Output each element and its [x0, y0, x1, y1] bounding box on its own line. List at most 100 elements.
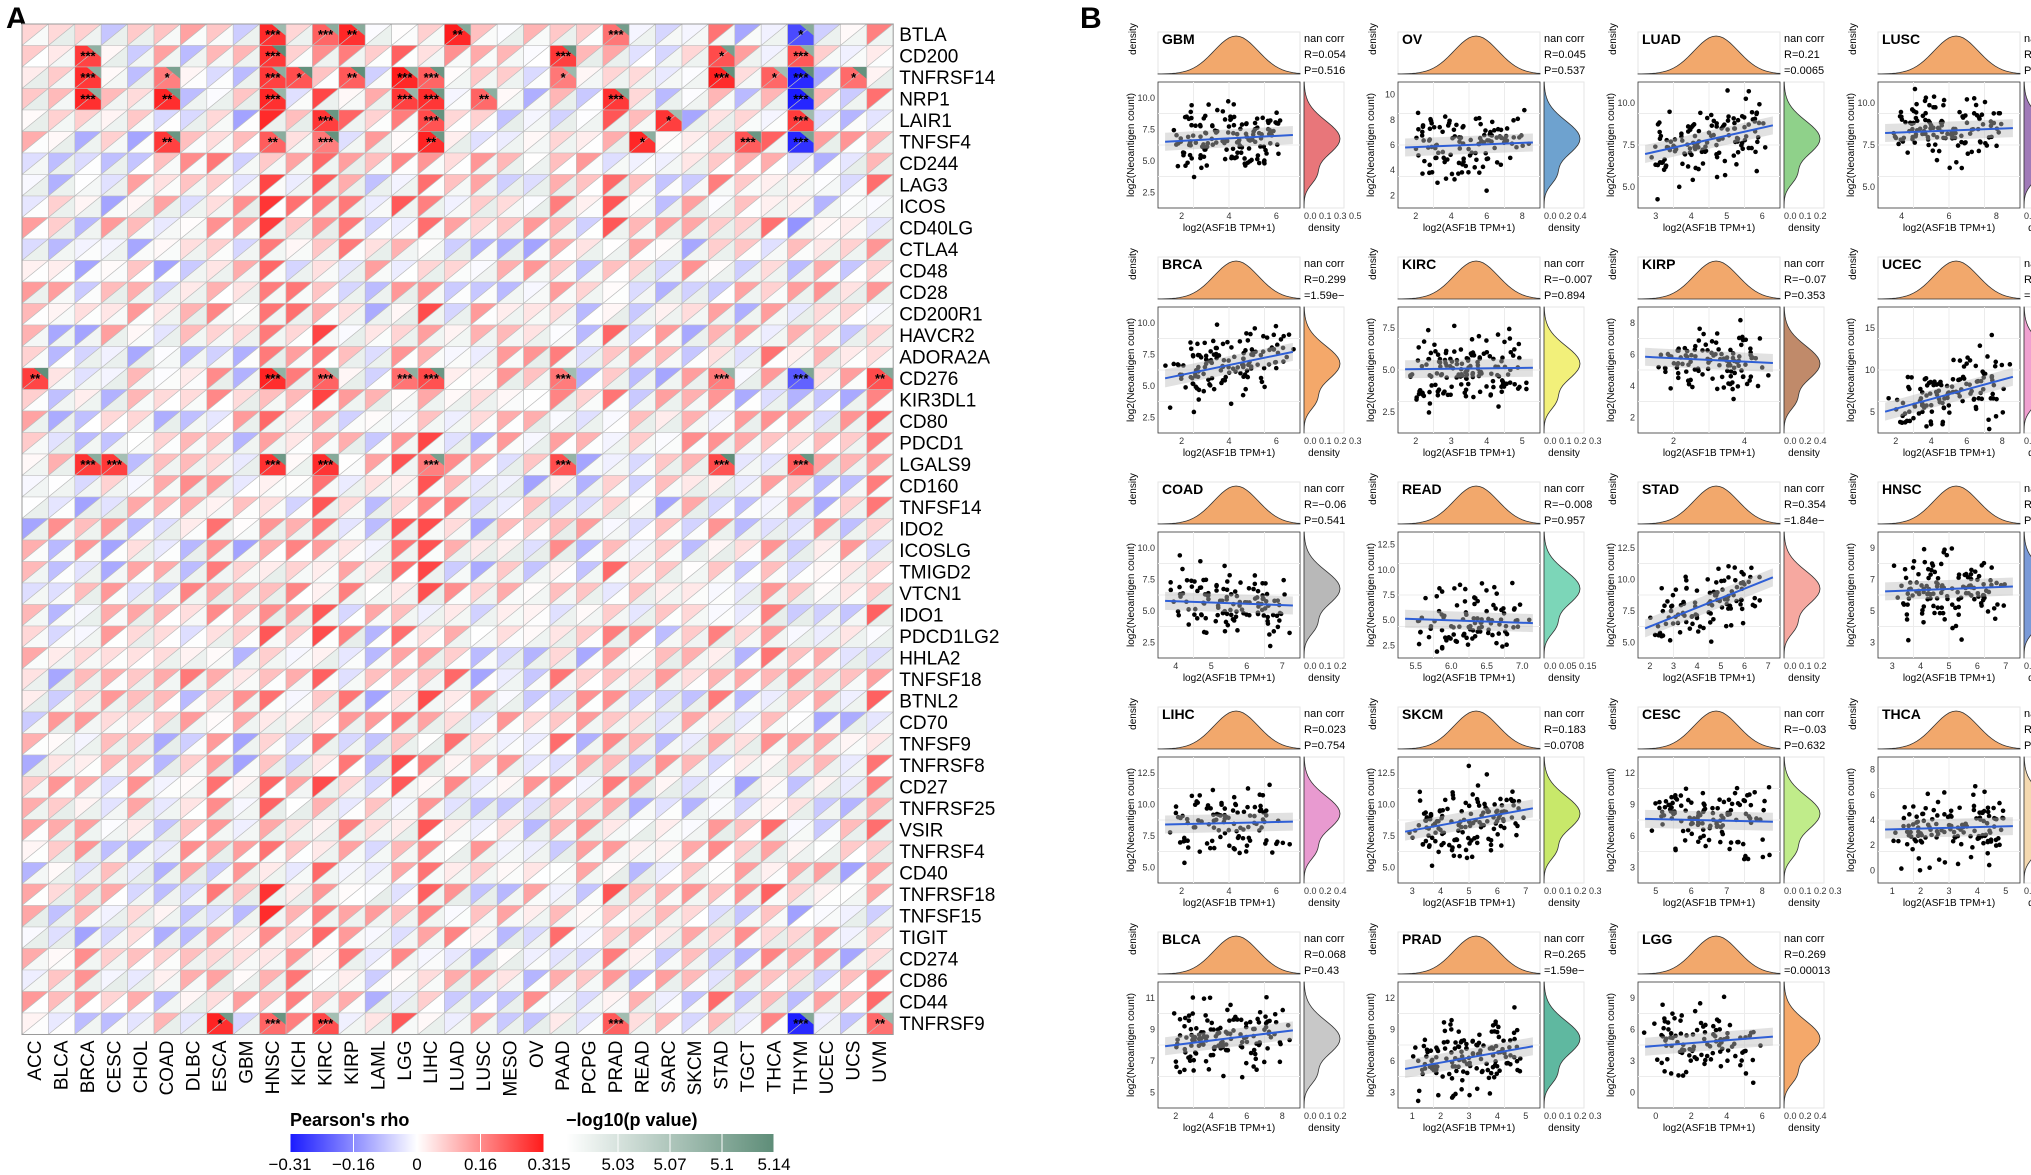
heatmap-cell	[654, 388, 683, 412]
heatmap-cell	[654, 281, 683, 305]
heatmap-cell	[100, 775, 129, 799]
heatmap-cell	[21, 152, 50, 176]
heatmap-cell	[733, 66, 763, 90]
heatmap-cell	[179, 689, 208, 713]
heatmap-cell	[232, 646, 261, 670]
significance-stars: ***	[318, 113, 334, 128]
heatmap-cell	[390, 539, 419, 563]
heatmap-cell	[337, 367, 367, 391]
heatmap-cell	[100, 689, 129, 713]
heatmap-cell	[496, 517, 525, 541]
heatmap-cell	[628, 582, 657, 606]
heatmap-cell	[417, 173, 446, 197]
heatmap-cell: ***	[390, 87, 419, 111]
heatmap-cell	[21, 625, 50, 649]
heatmap-cell	[21, 711, 50, 735]
heatmap-cell	[390, 668, 419, 692]
heatmap-cell	[839, 345, 868, 369]
heatmap-cell	[311, 302, 340, 326]
heatmap-cell	[443, 281, 472, 305]
heatmap-cell	[469, 904, 499, 928]
heatmap-cell	[285, 44, 314, 68]
heatmap-cell	[865, 840, 895, 864]
heatmap-cell	[73, 711, 103, 735]
heatmap-cell	[100, 216, 129, 240]
heatmap-cell	[390, 689, 419, 713]
heatmap-cell	[337, 668, 367, 692]
heatmap-cell	[100, 517, 129, 541]
heatmap-cell	[707, 775, 736, 799]
heatmap-cell: ***	[417, 453, 446, 477]
heatmap-cell	[813, 646, 842, 670]
heatmap-cell	[733, 324, 763, 348]
heatmap-cell	[364, 216, 393, 240]
heatmap-cell	[285, 861, 314, 885]
heatmap-cell	[100, 754, 129, 778]
heatmap-cell	[232, 861, 261, 885]
heatmap-cell	[21, 861, 50, 885]
cancer-label: THYM	[791, 1041, 812, 1095]
heatmap-cell	[575, 152, 604, 176]
heatmap-cell	[469, 410, 499, 434]
gene-label: BTLA	[899, 25, 947, 46]
heatmap-cell	[73, 668, 103, 692]
heatmap-cell	[205, 152, 235, 176]
heatmap-cell	[258, 625, 287, 649]
heatmap-cell	[707, 173, 736, 197]
heatmap-cell	[179, 668, 208, 692]
significance-stars: ***	[714, 457, 730, 472]
heatmap-cell	[258, 388, 287, 412]
heatmap-cell	[390, 44, 419, 68]
heatmap-cell	[522, 603, 551, 627]
heatmap-cell	[865, 324, 895, 348]
heatmap-cell	[654, 324, 683, 348]
heatmap-cell	[601, 195, 631, 219]
heatmap-cell	[733, 883, 763, 907]
pvalue-overlay	[297, 67, 313, 79]
heatmap-cell	[232, 797, 261, 821]
heatmap-cell	[681, 281, 710, 305]
heatmap-cell	[390, 474, 419, 498]
heatmap-cell	[73, 990, 103, 1014]
heatmap-cell	[417, 797, 446, 821]
heatmap-cell: **	[865, 367, 895, 391]
heatmap-cell	[443, 840, 472, 864]
pvalue-overlay	[429, 88, 445, 101]
heatmap-cell	[813, 302, 842, 326]
heatmap-cell	[575, 431, 604, 455]
heatmap-cell	[73, 883, 103, 907]
heatmap-cell	[786, 324, 815, 348]
heatmap-cell	[760, 367, 789, 391]
gene-label: CD48	[899, 261, 948, 282]
heatmap-cell: ***	[733, 130, 763, 154]
heatmap-cell	[733, 689, 763, 713]
heatmap-cell	[258, 345, 287, 369]
heatmap-cell	[153, 711, 182, 735]
heatmap-cell	[364, 668, 393, 692]
heatmap-cell	[549, 603, 578, 627]
heatmap-cell	[21, 87, 50, 111]
heatmap-cell	[443, 410, 472, 434]
heatmap-cell	[232, 216, 261, 240]
heatmap-cell	[337, 388, 367, 412]
heatmap-cell	[179, 904, 208, 928]
heatmap-cell	[628, 496, 657, 520]
heatmap-cell	[681, 259, 710, 283]
heatmap-cell	[786, 388, 815, 412]
heatmap-cell	[205, 646, 235, 670]
heatmap-cell	[364, 496, 393, 520]
heatmap-cell	[760, 109, 789, 133]
heatmap-cell	[654, 969, 683, 993]
heatmap-cell	[100, 840, 129, 864]
heatmap-cell	[258, 711, 287, 735]
heatmap-cell	[733, 711, 763, 735]
heatmap-cell	[205, 44, 235, 68]
heatmap-cell	[839, 496, 868, 520]
heatmap-cell	[205, 668, 235, 692]
heatmap-cell	[760, 324, 789, 348]
heatmap-cell	[839, 130, 868, 154]
heatmap-cell	[733, 474, 763, 498]
heatmap-cell	[469, 173, 499, 197]
heatmap-cell	[179, 195, 208, 219]
heatmap-cell	[575, 775, 604, 799]
